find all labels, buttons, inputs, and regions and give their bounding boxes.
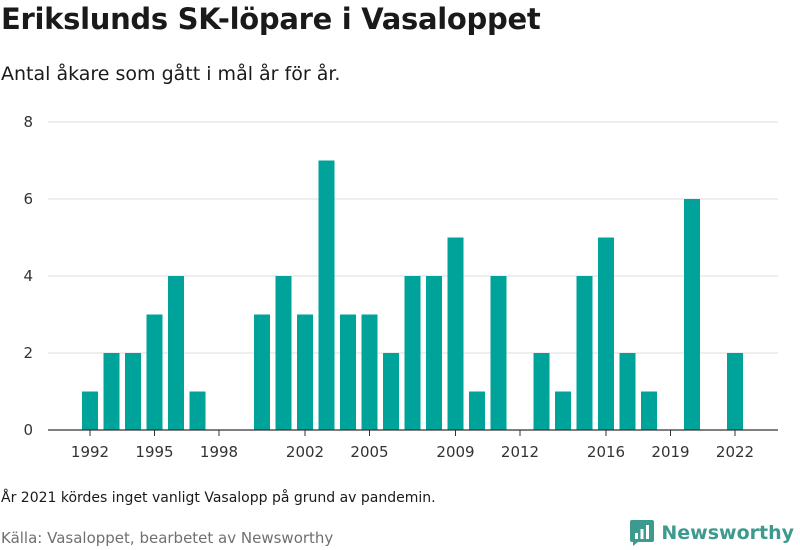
chart-title: Erikslunds SK-löpare i Vasaloppet — [1, 2, 541, 36]
bar — [598, 237, 614, 430]
chart-subtitle: Antal åkare som gått i mål år för år. — [1, 63, 341, 85]
x-axis: 1992 1995 1998 2002 2005 2009 2012 2016 2019 2022 — [48, 429, 778, 461]
x-tick-label: 2012 — [501, 443, 539, 461]
bar — [576, 276, 593, 430]
bar — [275, 276, 292, 430]
bar — [340, 314, 356, 430]
x-tick-label: 2009 — [436, 443, 474, 461]
bar-chart: 0 2 4 6 8 1992 1995 1998 2002 2005 2009 2012 2016 20… — [23, 113, 778, 461]
bar — [555, 391, 571, 430]
bar — [533, 353, 550, 430]
bar — [189, 391, 206, 430]
bar — [168, 276, 184, 430]
bar — [641, 391, 657, 430]
bar — [469, 391, 485, 430]
bar — [383, 353, 399, 430]
bar — [361, 314, 378, 430]
bar — [82, 391, 98, 430]
x-tick-label: 2022 — [716, 443, 754, 461]
bar — [447, 237, 464, 430]
newsworthy-logo[interactable]: Newsworthy — [629, 519, 794, 547]
bar — [146, 314, 163, 430]
bar — [490, 276, 507, 430]
bar — [619, 353, 636, 430]
bar — [426, 276, 442, 430]
bar-chart-logo-icon — [630, 520, 655, 546]
y-tick-label: 4 — [23, 267, 33, 285]
chart-note: År 2021 kördes inget vanligt Vasalopp på… — [1, 490, 436, 506]
x-tick-label: 2016 — [587, 443, 625, 461]
bar — [103, 353, 120, 430]
bar — [318, 160, 335, 430]
source-text: Källa: Vasaloppet, bearbetet av Newswort… — [1, 529, 334, 547]
bars — [82, 160, 743, 430]
x-tick-label: 2019 — [651, 443, 689, 461]
bar — [404, 276, 421, 430]
x-tick-label: 1998 — [200, 443, 238, 461]
y-tick-label: 8 — [23, 113, 33, 131]
bar — [297, 314, 313, 430]
y-axis-labels: 0 2 4 6 8 — [23, 113, 33, 439]
y-tick-label: 2 — [23, 344, 33, 362]
y-tick-label: 6 — [23, 190, 33, 208]
brand-name: Newsworthy — [661, 522, 794, 544]
x-tick-label: 1995 — [135, 443, 173, 461]
bar — [684, 199, 700, 430]
bar — [125, 353, 141, 430]
y-tick-label: 0 — [23, 421, 33, 439]
bar — [254, 314, 270, 430]
x-tick-label: 1992 — [71, 443, 109, 461]
x-tick-label: 2002 — [286, 443, 324, 461]
x-tick-label: 2005 — [350, 443, 388, 461]
bar — [727, 353, 743, 430]
